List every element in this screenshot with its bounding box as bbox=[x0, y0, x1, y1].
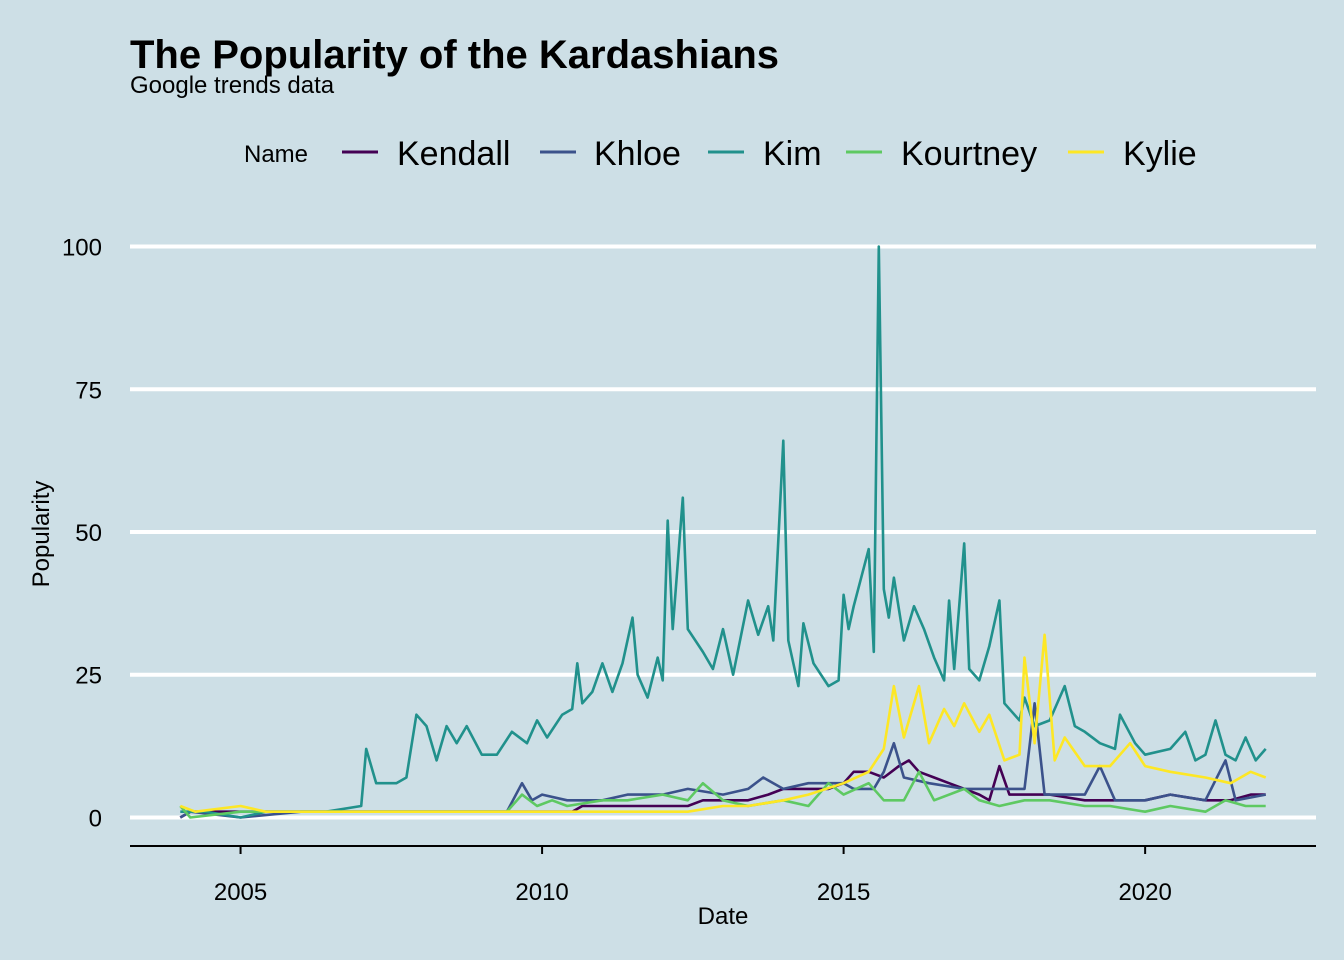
legend: Name Kendall Khloe Kim Kourtney Kylie bbox=[244, 135, 1197, 173]
x-tick-label: 2020 bbox=[1118, 879, 1171, 906]
legend-title: Name bbox=[244, 141, 308, 168]
series-line-kim bbox=[180, 245, 1267, 819]
y-tick-label: 100 bbox=[62, 235, 102, 262]
legend-label-khloe: Khloe bbox=[594, 135, 681, 173]
axes: 0 25 50 75 100 2005 2010 2015 2020 bbox=[62, 235, 1316, 906]
x-tick-label: 2010 bbox=[515, 879, 568, 906]
y-axis-title: Popularity bbox=[28, 481, 55, 588]
series-lines bbox=[179, 245, 1267, 819]
legend-label-kim: Kim bbox=[763, 135, 822, 173]
chart-title: The Popularity of the Kardashians bbox=[130, 33, 779, 77]
legend-label-kendall: Kendall bbox=[397, 135, 510, 173]
y-tick-label: 0 bbox=[89, 805, 102, 832]
y-tick-label: 25 bbox=[75, 663, 102, 690]
x-tick-label: 2005 bbox=[214, 879, 267, 906]
legend-label-kourtney: Kourtney bbox=[901, 135, 1037, 173]
series-line-kylie bbox=[179, 633, 1267, 813]
x-axis-title: Date bbox=[698, 903, 749, 930]
chart-subtitle: Google trends data bbox=[130, 72, 335, 99]
x-tick-label: 2015 bbox=[817, 879, 870, 906]
y-tick-label: 75 bbox=[75, 377, 102, 404]
legend-label-kylie: Kylie bbox=[1123, 135, 1197, 173]
gridlines bbox=[130, 244, 1316, 820]
y-tick-label: 50 bbox=[75, 520, 102, 547]
